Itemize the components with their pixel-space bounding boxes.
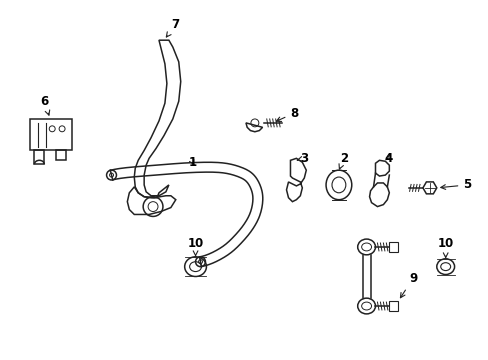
Text: 8: 8 <box>276 107 298 121</box>
Text: 7: 7 <box>166 18 180 37</box>
Text: 6: 6 <box>40 95 50 115</box>
Text: 10: 10 <box>187 238 203 256</box>
Text: 10: 10 <box>437 238 453 257</box>
Text: 4: 4 <box>384 152 392 165</box>
Text: 9: 9 <box>400 272 416 298</box>
Text: 3: 3 <box>297 152 308 165</box>
Text: 1: 1 <box>188 156 196 169</box>
Text: 5: 5 <box>440 179 470 192</box>
Text: 2: 2 <box>338 152 347 169</box>
